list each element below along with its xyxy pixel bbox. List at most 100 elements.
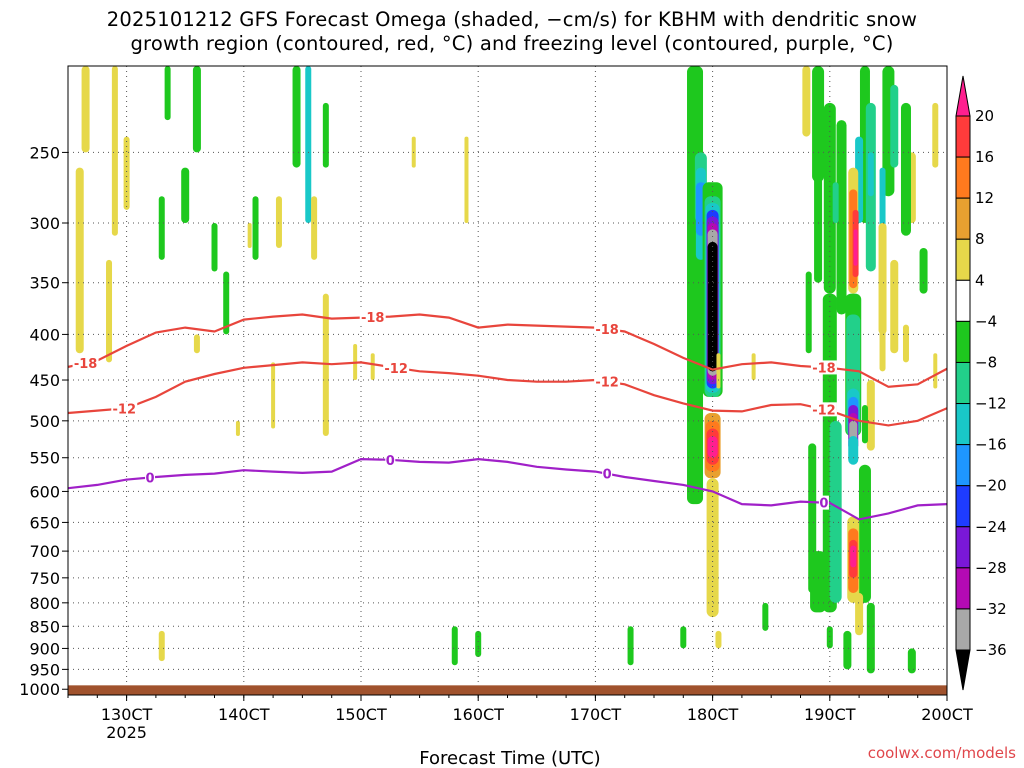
x-tick-label: 200CT: [921, 705, 973, 724]
contour-label: 0: [386, 454, 395, 469]
chart-title-line-2: growth region (contoured, red, °C) and f…: [130, 32, 894, 55]
colorbar-box: [955, 403, 971, 446]
omega-cell: [900, 102, 911, 236]
contour-label-bg: [818, 495, 829, 510]
omega-cell: [311, 196, 318, 260]
contour-label: 0: [603, 468, 612, 483]
colorbar-box: [955, 238, 971, 281]
omega-cell: [751, 353, 756, 381]
contour-label: -18: [595, 323, 619, 338]
contour-label-bg: [594, 374, 621, 389]
colorbar-box: [955, 197, 971, 240]
omega-cell: [890, 84, 899, 168]
colorbar-label: 8: [975, 230, 985, 248]
colorbar-label: −4: [975, 312, 997, 330]
contour-label: -12: [113, 402, 137, 417]
colorbar-label: −20: [975, 477, 1007, 495]
contour-label: -12: [812, 403, 836, 418]
y-tick-label: 500: [29, 412, 60, 431]
contour-label: 0: [146, 471, 155, 486]
omega-cell: [271, 362, 276, 429]
y-tick-label: 600: [29, 482, 60, 501]
colorbar-label: −24: [975, 518, 1007, 536]
omega-cell: [933, 353, 938, 389]
omega-cell: [866, 602, 875, 674]
y-tick-label: 850: [29, 617, 60, 636]
omega-cell: [715, 630, 722, 649]
contour-label: -18: [361, 311, 385, 326]
omega-cell: [181, 167, 190, 224]
colorbar-box: [955, 279, 971, 322]
y-tick-label: 450: [29, 371, 60, 390]
omega-cell: [158, 196, 165, 260]
y-tick-label: 950: [29, 660, 60, 679]
chart-title-line-1: 2025101212 GFS Forecast Omega (shaded, −…: [106, 8, 918, 31]
omega-cell: [75, 167, 84, 354]
omega-cell: [762, 602, 769, 631]
contour-lines: -18 -18 -18 -18 -12 -12 -12 -12 0 0 0 0: [68, 310, 947, 521]
omega-cell: [838, 248, 845, 294]
omega-cell: [861, 405, 868, 444]
contour-label-bg: [72, 356, 99, 371]
omega-cell: [223, 271, 230, 335]
colorbar-box: [955, 361, 971, 405]
omega-cell: [878, 223, 887, 335]
omega-cell: [907, 648, 916, 674]
chart-title: 2025101212 GFS Forecast Omega (shaded, −…: [0, 8, 1024, 56]
omega-cell: [275, 196, 282, 249]
contour-label-bg: [145, 470, 156, 485]
omega-cell: [192, 66, 201, 153]
colorbar-label: −32: [975, 600, 1007, 618]
colorbar-label: 16: [975, 148, 994, 166]
omega-cell: [814, 152, 823, 283]
omega-cell: [680, 626, 687, 649]
omega-cell: [812, 66, 825, 183]
contour-label-bg: [810, 402, 837, 417]
contour-line-minus12: [68, 361, 947, 427]
omega-cell: [853, 229, 858, 266]
y-tick-label: 300: [29, 214, 60, 233]
contour-label-bg: [111, 401, 138, 416]
colorbar-box: [955, 156, 971, 199]
contour-label: -12: [595, 376, 619, 391]
omega-cell: [322, 102, 329, 168]
omega-cell: [627, 626, 634, 666]
omega-cell: [843, 630, 852, 670]
pressure-axis: 250 300 350 400 450 500 550 600 650 700 750 800 850 9…: [19, 143, 68, 699]
colorbar-box: [955, 485, 971, 528]
contour-label: -18: [74, 357, 98, 372]
colorbar-box: [955, 567, 971, 610]
y-tick-label: 700: [29, 542, 60, 561]
omega-cell: [81, 66, 90, 153]
x-tick-label: 160CT: [452, 705, 504, 724]
omega-cell: [111, 66, 118, 236]
contour-line-0: [68, 457, 947, 521]
y-tick-label: 1000: [19, 680, 60, 699]
omega-cell: [235, 420, 240, 437]
omega-cell: [866, 380, 875, 451]
y-tick-label: 550: [29, 449, 60, 468]
colorbar-top-arrow: [955, 75, 971, 117]
omega-cell: [706, 478, 719, 618]
omega-cell: [802, 66, 811, 137]
omega-cell: [252, 196, 259, 260]
y-tick-label: 800: [29, 594, 60, 613]
omega-cell: [211, 223, 218, 272]
omega-cell: [451, 626, 458, 666]
y-tick-label: 400: [29, 325, 60, 344]
y-tick-label: 350: [29, 274, 60, 293]
omega-cell: [829, 420, 842, 603]
colorbar-label: 4: [975, 271, 985, 289]
colorbar-bottom-arrow: [955, 649, 971, 691]
omega-cell: [826, 626, 833, 649]
x-tick-label: 150CT: [335, 705, 387, 724]
omega-cell: [850, 545, 857, 568]
omega-cell: [823, 102, 836, 294]
contour-label: 0: [819, 497, 828, 512]
omega-cell: [858, 464, 871, 603]
x-tick-label: 140CT: [218, 705, 270, 724]
contour-label-bg: [359, 310, 386, 325]
colorbar-box: [955, 608, 971, 651]
omega-cell: [292, 66, 301, 168]
omega-cell: [855, 593, 864, 636]
